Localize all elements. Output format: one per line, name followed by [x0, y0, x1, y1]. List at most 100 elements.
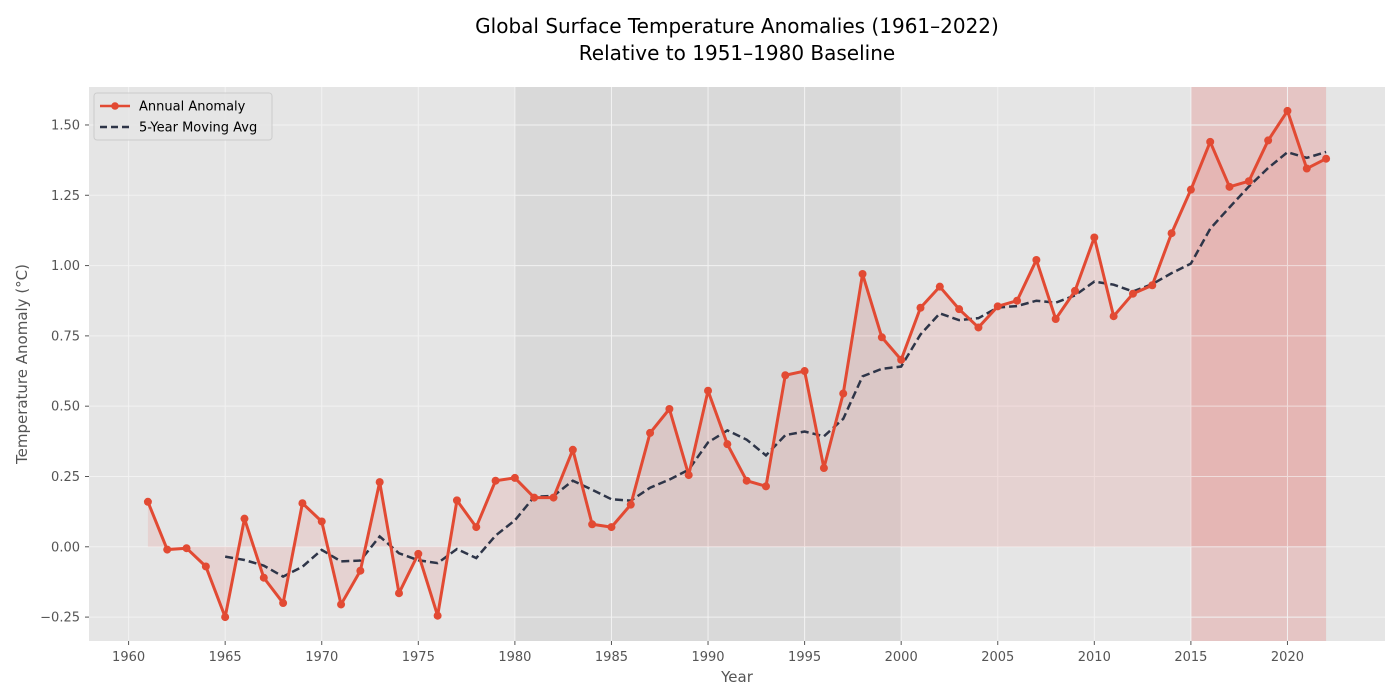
legend-annual-label: Annual Anomaly	[139, 100, 246, 115]
annual-point-2000	[897, 355, 906, 364]
annual-point-1990	[704, 386, 713, 395]
x-tick-label: 1995	[788, 650, 821, 665]
x-tick-label: 1970	[305, 650, 338, 665]
annual-point-2016	[1206, 137, 1215, 146]
legend-box	[93, 92, 273, 141]
annual-point-2009	[1071, 286, 1080, 295]
annual-point-1965	[221, 613, 230, 622]
annual-point-1982	[549, 493, 558, 502]
grid-lines	[89, 87, 1385, 641]
annual-point-1962	[163, 545, 172, 554]
x-tick-label: 2000	[885, 650, 918, 665]
annual-point-2012	[1128, 289, 1137, 298]
annual-point-2005	[993, 302, 1002, 311]
annual-point-1969	[298, 499, 307, 508]
y-tick-label: 0.75	[51, 329, 80, 344]
annual-point-1964	[201, 562, 210, 571]
annual-point-1992	[742, 476, 751, 485]
annual-point-1994	[781, 371, 790, 380]
y-tick-label: 0.25	[51, 470, 80, 485]
annual-point-1988	[665, 404, 674, 413]
annual-point-2011	[1109, 312, 1118, 321]
annual-point-1976	[433, 611, 442, 620]
annual-point-2002	[935, 282, 944, 291]
annual-point-1961	[143, 497, 152, 506]
annual-point-1975	[414, 549, 423, 558]
plot-area	[89, 87, 1385, 641]
annual-point-1971	[337, 600, 346, 609]
x-axis-ticks: 1960 1965 1970 1975 1980 1985 1990 1995 2000 2005…	[112, 641, 1304, 665]
annual-point-1972	[356, 566, 365, 575]
annual-anomaly-line	[146, 109, 1327, 619]
y-tick-label: 1.25	[51, 189, 80, 204]
x-tick-label: 1960	[112, 650, 145, 665]
x-tick-label: 2015	[1174, 650, 1207, 665]
annual-point-1980	[510, 473, 519, 482]
annual-point-2017	[1225, 182, 1234, 191]
annual-point-1963	[182, 544, 191, 553]
chart-title-line1: Global Surface Temperature Anomalies (19…	[475, 14, 999, 38]
y-tick-label: 1.50	[51, 118, 80, 133]
annual-point-2021	[1302, 164, 1311, 173]
x-tick-label: 1965	[209, 650, 242, 665]
x-tick-label: 1980	[498, 650, 531, 665]
annual-point-1973	[375, 478, 384, 487]
x-tick-label: 2020	[1271, 650, 1304, 665]
annual-point-2001	[916, 303, 925, 312]
chart-title-line2: Relative to 1951–1980 Baseline	[579, 41, 895, 65]
annual-point-1999	[877, 333, 886, 342]
x-tick-label: 1985	[595, 650, 628, 665]
annual-point-1998	[858, 270, 867, 279]
shaded-region-2015-2022	[1190, 87, 1327, 641]
legend-moving-avg-label: 5-Year Moving Avg	[139, 121, 257, 136]
y-axis-ticks: −0.25 0.00 0.25 0.50 0.75 1.00 1.25 1.50	[40, 118, 89, 626]
annual-point-1974	[394, 589, 403, 598]
series-lines	[143, 106, 1331, 622]
x-tick-label: 2010	[1078, 650, 1111, 665]
annual-point-1993	[761, 482, 770, 491]
annual-point-2013	[1148, 281, 1157, 290]
annual-point-1997	[839, 389, 848, 398]
annual-point-2010	[1090, 233, 1099, 242]
x-tick-label: 1975	[402, 650, 435, 665]
annual-point-2019	[1264, 136, 1273, 145]
annual-point-2006	[1013, 296, 1022, 305]
annual-point-1979	[491, 476, 500, 485]
annual-point-2008	[1051, 315, 1060, 324]
y-tick-label: 0.00	[51, 540, 80, 555]
annual-point-1991	[723, 440, 732, 449]
x-tick-label: 1990	[691, 650, 724, 665]
y-tick-label: 1.00	[51, 259, 80, 274]
annual-point-2004	[974, 323, 983, 332]
anomaly-fill-area-path	[147, 110, 1327, 618]
annual-point-1983	[568, 445, 577, 454]
annual-point-1996	[819, 464, 828, 473]
legend-annual-marker-swatch	[111, 102, 119, 110]
x-tick-label: 2005	[981, 650, 1014, 665]
annual-point-1970	[317, 517, 326, 526]
x-axis-label: Year	[720, 668, 754, 686]
annual-point-2018	[1244, 177, 1253, 186]
annual-point-2003	[955, 305, 964, 314]
annual-point-1968	[279, 599, 288, 608]
annual-point-2014	[1167, 229, 1176, 238]
annual-point-1995	[800, 367, 809, 376]
annual-point-2007	[1032, 255, 1041, 264]
y-tick-label: −0.25	[40, 611, 80, 626]
annual-point-1985	[607, 523, 616, 532]
annual-point-1977	[452, 496, 461, 505]
moving-avg-line	[224, 150, 1327, 579]
annual-point-2020	[1283, 106, 1292, 115]
annual-point-1989	[684, 471, 693, 480]
y-axis-label: Temperature Anomaly (°C)	[13, 264, 31, 465]
annual-point-2022	[1322, 154, 1331, 163]
annual-point-1967	[259, 573, 268, 582]
annual-point-2015	[1186, 185, 1195, 194]
annual-point-1966	[240, 514, 249, 523]
annual-point-1984	[588, 520, 597, 529]
anomaly-fill-area	[147, 110, 1327, 618]
annual-point-1986	[626, 500, 635, 509]
annual-point-1981	[530, 493, 539, 502]
annual-point-1987	[646, 428, 655, 437]
